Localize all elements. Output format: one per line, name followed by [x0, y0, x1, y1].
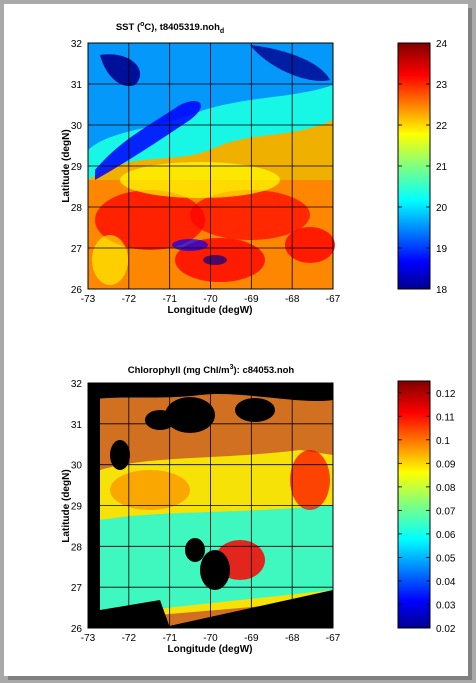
- chl-high-patch: [290, 450, 330, 510]
- chl-x-tick-label: -72: [122, 633, 137, 644]
- chl-y-tick-label: 30: [71, 461, 83, 472]
- chl-x-tick-label: -70: [203, 633, 218, 644]
- sst-y-tick-label: 31: [71, 80, 83, 91]
- sst-y-tick-label: 28: [71, 203, 83, 214]
- chl-colorbar: [397, 380, 431, 629]
- sst-cold-streak: [100, 54, 141, 86]
- sst-y-tick-label: 29: [71, 162, 83, 173]
- sst-ylabel: Latitude (degN): [61, 129, 72, 202]
- chl-cloud: [145, 410, 175, 430]
- chl-colorbar-tick-label: 0.03: [436, 600, 456, 611]
- chl-y-tick-label: 27: [71, 583, 83, 594]
- sst-y-tick-label: 26: [71, 285, 83, 296]
- sst-warm-patch: [190, 190, 310, 240]
- chl-cloud: [235, 398, 275, 422]
- sst-grid: [88, 43, 333, 289]
- chl-nodata-region: [100, 600, 170, 628]
- sst-y-tick-label: 30: [71, 121, 83, 132]
- chl-x-tick-label: -73: [81, 633, 96, 644]
- chl-x-tick-label: -69: [244, 633, 259, 644]
- chl-grid: [88, 383, 333, 628]
- chl-colorbar-tick-label: 0.12: [436, 389, 456, 400]
- chl-y-tick-label: 28: [71, 542, 83, 553]
- chl-y-tick-label: 31: [71, 420, 83, 431]
- sst-title: SST (oC), t8405319.nohd: [116, 21, 224, 35]
- sst-colorbar-tick-label: 18: [436, 285, 448, 296]
- chl-colorbar-tick-label: 0.07: [436, 506, 456, 517]
- sst-warm-patch: [95, 190, 205, 250]
- chl-colorbar-tick-label: 0.05: [436, 553, 456, 564]
- sst-colorbar: [397, 42, 431, 290]
- sst-colorbar-tick-label: 23: [436, 80, 448, 91]
- sst-colorbar-tick-label: 24: [436, 39, 448, 50]
- chl-ylabel: Latitude (degN): [61, 469, 72, 542]
- sst-x-tick-label: -68: [285, 294, 300, 305]
- chl-y-tick-label: 29: [71, 502, 83, 513]
- chl-colorbar-tick-label: 0.02: [436, 624, 456, 635]
- sst-x-tick-label: -67: [326, 294, 341, 305]
- chl-y-ticks: 26 27 28 29 30 31 32: [71, 379, 83, 635]
- sst-colorbar-ticks: 18 19 20 21 22 23 24: [398, 39, 448, 296]
- sst-x-tick-label: -69: [244, 294, 259, 305]
- chl-cloud: [200, 550, 230, 590]
- sst-colorbar-tick-label: 20: [436, 203, 448, 214]
- sst-colorbar-tick-label: 22: [436, 121, 448, 132]
- sst-cold-streak: [95, 100, 201, 180]
- chl-colorbar-tick-label: 0.09: [436, 459, 456, 470]
- chl-x-tick-label: -67: [326, 633, 341, 644]
- chl-nodata-region: [160, 590, 333, 628]
- chl-x-ticks: -73 -72 -71 -70 -69 -68 -67: [81, 633, 341, 644]
- chl-colorbar-tick-label: 0.11: [436, 412, 455, 423]
- sst-colorbar-tick-label: 19: [436, 244, 448, 255]
- chl-colorbar-tick-label: 0.04: [436, 577, 456, 588]
- sst-y-tick-label: 27: [71, 244, 83, 255]
- sst-y-tick-label: 32: [71, 39, 83, 50]
- sst-warm-patch: [285, 227, 335, 263]
- sst-x-tick-label: -71: [162, 294, 177, 305]
- sst-xlabel: Longitude (degW): [168, 305, 253, 316]
- chl-colorbar-ticks: 0.02 0.03 0.04 0.05 0.06 0.07 0.08 0.09 0.1 0.11 0…: [398, 389, 456, 635]
- sst-cold-streak: [250, 45, 330, 81]
- chl-y-tick-label: 26: [71, 624, 83, 635]
- chl-panel: Chlorophyll (mg Chl/m3): c84053.noh -73-…: [61, 364, 456, 655]
- chl-colorbar-tick-label: 0.08: [436, 483, 456, 494]
- chl-y-tick-label: 32: [71, 379, 83, 390]
- sst-colorbar-tick-label: 21: [436, 162, 448, 173]
- sst-x-tick-label: -73: [81, 294, 96, 305]
- sst-map-frame: [87, 42, 334, 290]
- sst-x-tick-label: -72: [122, 294, 137, 305]
- chl-map-frame: [87, 382, 334, 629]
- chl-colorbar-tick-label: 0.06: [436, 530, 456, 541]
- chl-nodata-region: [88, 395, 100, 628]
- chl-title: Chlorophyll (mg Chl/m3): c84053.noh: [128, 364, 295, 376]
- sst-cold-speck: [203, 255, 227, 265]
- sst-cold-speck: [172, 239, 208, 251]
- chl-cloud: [185, 538, 205, 562]
- sst-x-ticks: -73 -72 -71 -70 -69 -68 -67: [81, 294, 341, 305]
- sst-mid-patch: [120, 162, 280, 198]
- chl-mid-patch: [110, 470, 190, 510]
- chl-cloud: [110, 440, 130, 470]
- sst-mid-patch: [92, 235, 128, 285]
- sst-panel: SST (oC), t8405319.nohd -73 -72 -71 -70 -69-…: [61, 21, 448, 316]
- chl-x-tick-label: -68: [285, 633, 300, 644]
- chl-xlabel: Longitude (degW): [168, 644, 253, 655]
- sst-y-ticks: 26 27 28 29 30 31 32: [71, 39, 83, 296]
- chl-x-tick-label: -71: [162, 633, 177, 644]
- chl-colorbar-tick-label: 0.1: [436, 436, 450, 447]
- sst-x-tick-label: -70: [203, 294, 218, 305]
